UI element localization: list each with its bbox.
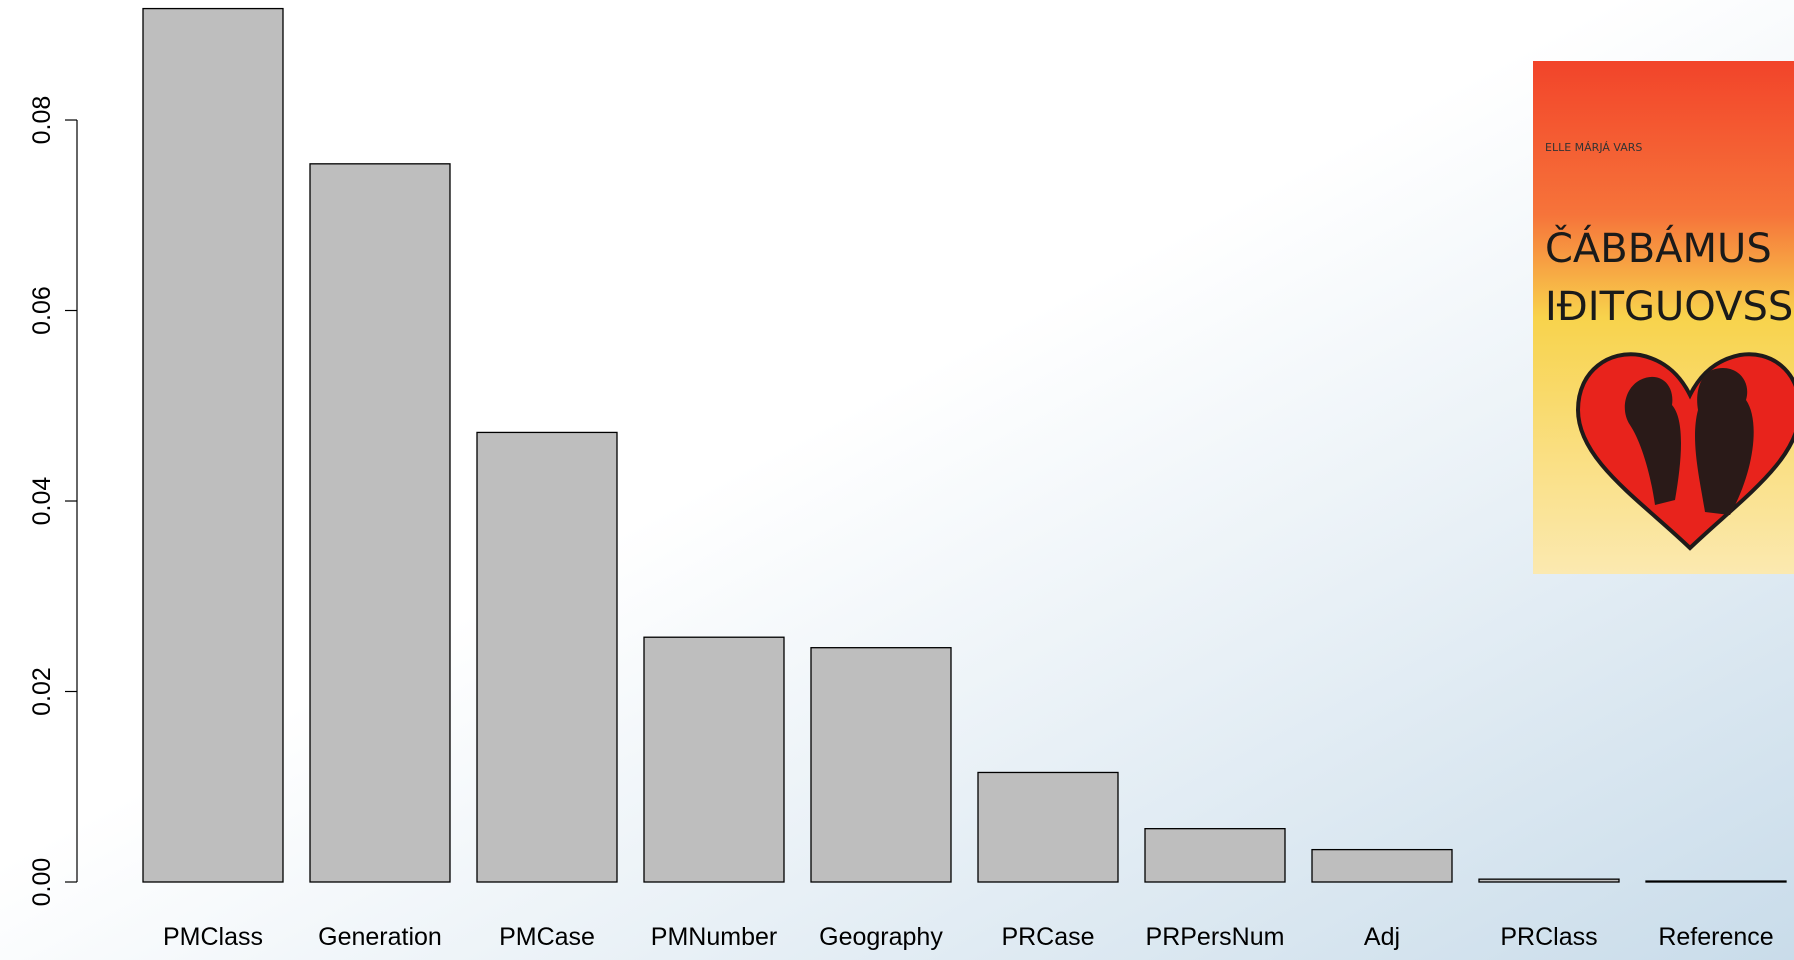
- silhouette: [1695, 368, 1754, 515]
- silhouette: [1624, 376, 1681, 505]
- x-tick-label: PRClass: [1500, 923, 1597, 951]
- x-tick-label: Reference: [1658, 923, 1773, 951]
- bar: [142, 7, 284, 883]
- bar: [1645, 880, 1787, 883]
- cover-author: ELLE MÁRJÁ VARS: [1545, 141, 1642, 154]
- cover-title: ČÁBBÁMUS: [1545, 224, 1772, 272]
- book-cover: ELLE MÁRJÁ VARS ČÁBBÁMUS IÐITGUOVSSU: [1533, 61, 1794, 574]
- bar: [643, 636, 785, 883]
- bar: [810, 647, 952, 883]
- x-tick-label: PMNumber: [651, 923, 777, 951]
- bar: [1144, 828, 1286, 883]
- y-tick-label: 0.04: [28, 477, 56, 526]
- bar: [977, 771, 1119, 883]
- x-tick-label: PMCase: [499, 923, 595, 951]
- bar: [1311, 848, 1453, 883]
- y-tick-label: 0.00: [28, 858, 56, 907]
- x-tick-label: PRCase: [1001, 923, 1094, 951]
- y-tick-label: 0.02: [28, 667, 56, 716]
- x-tick-label: Generation: [318, 923, 442, 951]
- y-tick-label: 0.08: [28, 96, 56, 145]
- x-tick-label: Geography: [819, 923, 943, 951]
- x-tick-label: Adj: [1364, 923, 1400, 951]
- bar: [1478, 878, 1620, 883]
- y-tick-label: 0.06: [28, 286, 56, 335]
- cover-title: IÐITGUOVSSU: [1545, 284, 1794, 330]
- x-tick-label: PMClass: [163, 923, 263, 951]
- bar: [476, 431, 618, 883]
- x-tick-label: PRPersNum: [1146, 923, 1285, 951]
- bar: [309, 163, 451, 883]
